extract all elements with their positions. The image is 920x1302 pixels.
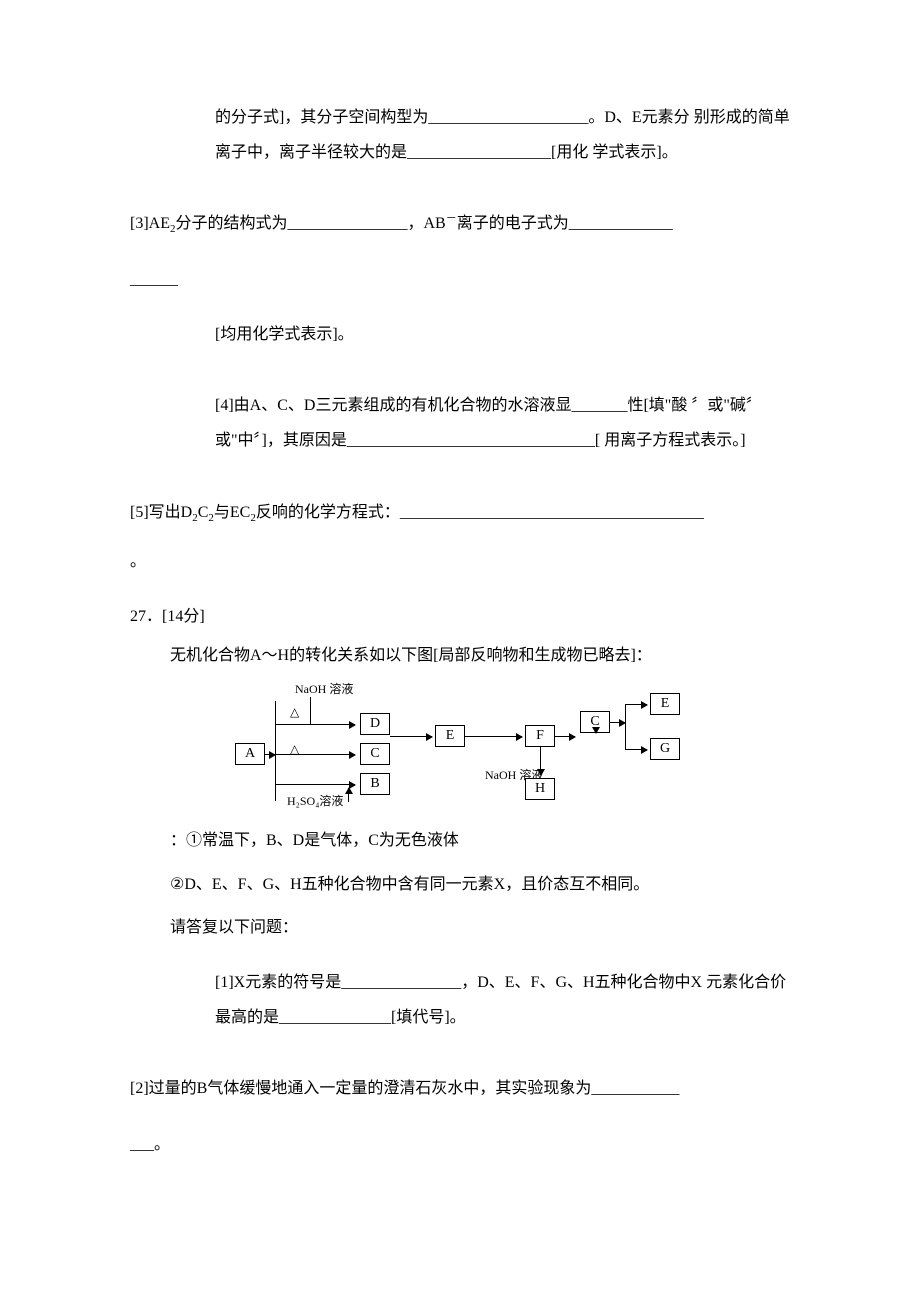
question-27-sub1: [1]X元素的符号是_______________，D、E、F、G、H五种化合物… <box>215 965 790 1035</box>
blank: ___ <box>130 1136 154 1153</box>
arrow <box>265 754 275 755</box>
flowchart-diagram: NaOH 溶液 △ △ NaOH 溶液 H₂SO₄溶液 A D C B E F … <box>230 683 690 813</box>
text: ，AB <box>408 215 446 232</box>
box-h: H <box>525 778 555 800</box>
question-3-tail: ______ <box>130 262 790 297</box>
arrow <box>348 788 349 802</box>
ask-prompt: 请答复以下问题： <box>170 910 790 945</box>
arrow <box>540 747 541 775</box>
question-4: [4]由A、C、D三元素组成的有机化合物的水溶液显_______性[填"酸 〞或… <box>215 388 790 458</box>
text: [5]写出D <box>130 504 192 521</box>
text: [用化 <box>551 144 588 161</box>
text: [4]由A、C、D三元素组成的有机化合物的水溶液显 <box>215 397 571 414</box>
text: [ <box>595 432 600 449</box>
blank: _______________________________ <box>347 432 595 449</box>
text: [1]X元素的符号是 <box>215 974 341 991</box>
blank: _____________ <box>569 215 673 232</box>
box-c: C <box>360 743 390 765</box>
text: ②D、E、F、G、H五种化合物中含有同一元素X，且价态互不相同。 <box>170 876 649 893</box>
text: 无机化合物A～H的转化关系如以下图[局部反响物和生成物已略去]： <box>170 647 652 664</box>
box-f: F <box>525 725 555 747</box>
text: [均用化学式表示]。 <box>215 326 354 343</box>
text: 性[填"酸 <box>627 397 687 414</box>
text: [3]AE <box>130 215 170 232</box>
arrow <box>275 724 355 725</box>
question-3: [3]AE2分子的结构式为_______________，AB－离子的电子式为_… <box>130 206 790 241</box>
box-e2: E <box>650 693 680 715</box>
text: 请答复以下问题： <box>170 919 298 936</box>
text: 与EC <box>214 504 250 521</box>
text: [2]过量的B气体缓慢地通入一定量的澄清石灰水中，其实验现象为 <box>130 1080 591 1097</box>
arrow <box>610 722 625 723</box>
text: 。D、E元素分 <box>588 109 689 126</box>
arrow <box>275 754 355 755</box>
label-naoh-1: NaOH 溶液 <box>295 683 353 695</box>
text: 的分子式]，其分子空间构型为 <box>215 109 428 126</box>
arrow <box>625 704 647 705</box>
blank: ______ <box>130 271 178 288</box>
question-27-number: 27．[14分] <box>130 599 790 634</box>
box-b: B <box>360 773 390 795</box>
arrow <box>390 736 432 737</box>
text: ：①常温下，B、D是气体，C为无色液体 <box>170 832 459 849</box>
line <box>310 697 311 725</box>
blank: ___________ <box>591 1080 679 1097</box>
text: 离子的电子式为 <box>457 215 569 232</box>
question-3-note: [均用化学式表示]。 <box>215 317 790 352</box>
blank: _______________ <box>288 215 408 232</box>
blank: ______________________________________ <box>400 504 704 521</box>
label-h2so4: H₂SO₄溶液 <box>287 795 343 807</box>
label-triangle-1: △ <box>290 706 299 718</box>
box-e: E <box>435 725 465 747</box>
text: 用离子方程式表示。] <box>604 432 745 449</box>
text: 反响的化学方程式： <box>256 504 400 521</box>
blank: ____________________ <box>428 109 588 126</box>
text: 学式表示]。 <box>592 144 677 161</box>
arrow <box>275 784 355 785</box>
text: C <box>198 504 209 521</box>
arrow <box>465 736 522 737</box>
paragraph-molecule-shape: 的分子式]，其分子空间构型为____________________。D、E元素… <box>215 100 790 170</box>
condition-1: ：①常温下，B、D是气体，C为无色液体 <box>170 823 790 858</box>
blank: _______ <box>571 397 627 414</box>
text: ，D、E、F、G、H五种化合物中X <box>461 974 702 991</box>
text: [填代号]。 <box>391 1009 466 1026</box>
question-27-sub2: [2]过量的B气体缓慢地通入一定量的澄清石灰水中，其实验现象为_________… <box>130 1071 790 1106</box>
box-g: G <box>650 738 680 760</box>
box-a: A <box>235 743 265 765</box>
condition-2: ②D、E、F、G、H五种化合物中含有同一元素X，且价态互不相同。 <box>170 867 790 902</box>
question-5-period: 。 <box>130 544 790 579</box>
arrow <box>625 749 647 750</box>
box-d: D <box>360 713 390 735</box>
blank: __________________ <box>407 144 551 161</box>
text: 。 <box>154 1136 170 1153</box>
question-27-intro: 无机化合物A～H的转化关系如以下图[局部反响物和生成物已略去]： <box>170 638 790 673</box>
blank: _______________ <box>341 974 461 991</box>
text: 。 <box>130 553 146 570</box>
superscript: － <box>446 213 457 225</box>
question-5: [5]写出D2C2与EC2反响的化学方程式：__________________… <box>130 495 790 530</box>
text: 分子的结构式为 <box>175 215 287 232</box>
arrow <box>555 736 575 737</box>
question-27-sub2-tail: ___。 <box>130 1127 790 1162</box>
text: 27．[14分] <box>130 608 205 625</box>
blank: ______________ <box>279 1009 391 1026</box>
